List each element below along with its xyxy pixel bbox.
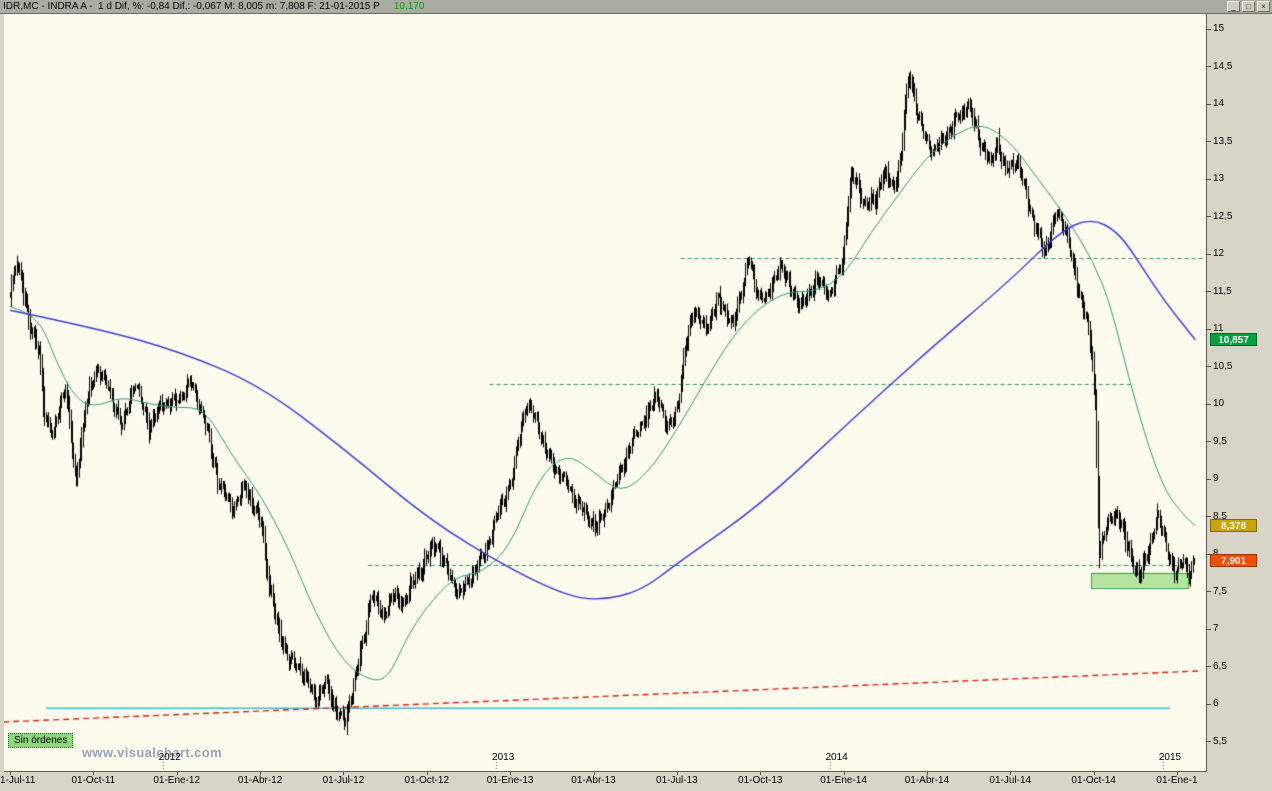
time-tick-label: 01-Jul-12 [322, 775, 365, 786]
watermark: www.visualchart.com [82, 745, 223, 760]
price-tick-mark [1207, 553, 1211, 555]
maximize-icon: □ [1246, 2, 1251, 11]
price-tick-label: 12 [1213, 248, 1225, 259]
price-tick-mark [1207, 216, 1211, 217]
price-tick-label: 14,5 [1213, 60, 1233, 72]
price-tag: 7,901 [1210, 554, 1257, 568]
price-axis[interactable]: 1514,51413,51312,51211,51110,5109,598,58… [1207, 14, 1272, 771]
time-tick-mark [93, 772, 94, 775]
price-tick-label: 9 [1213, 473, 1219, 484]
price-tick-label: 13 [1213, 173, 1225, 184]
time-tick-mark [1094, 772, 1095, 775]
maximize-button[interactable]: □ [1242, 1, 1255, 12]
time-tick-label: 1-Jul-11 [0, 775, 36, 786]
time-tick-mark [10, 772, 11, 775]
time-tick-label: 01-Abr-12 [237, 775, 283, 786]
price-tick-mark [1207, 703, 1211, 705]
price-tick-label: 6 [1213, 698, 1219, 709]
time-tick-mark [760, 772, 761, 775]
price-tick-mark [1207, 591, 1211, 592]
time-tick-label: 01-Oct-13 [737, 775, 783, 786]
orders-status-label: Sin órdenes [8, 733, 74, 748]
time-tick-label: 01-Jul-13 [656, 775, 698, 786]
price-tick-label: 9,5 [1213, 435, 1227, 447]
chart-title: IDR,MC - INDRA A - 1 d Dif, %: -0,84 Dif… [3, 1, 380, 12]
time-tick-mark [177, 772, 178, 775]
price-tick-mark [1207, 178, 1211, 180]
price-tick-mark [1207, 141, 1211, 142]
time-tick-label: 01-Oct-12 [404, 775, 450, 786]
price-tick-mark [1207, 253, 1211, 255]
price-tick-mark [1207, 666, 1211, 667]
price-tick-label: 6,5 [1213, 660, 1227, 672]
time-tick-mark [510, 772, 511, 775]
time-tick-label: 01-Jul-14 [989, 775, 1032, 786]
chart-title-bar[interactable]: IDR,MC - INDRA A - 1 d Dif, %: -0,84 Dif… [0, 0, 1272, 14]
price-tick-label: 13,5 [1213, 135, 1233, 147]
year-label: 2014 [825, 752, 848, 763]
close-button[interactable]: × [1257, 1, 1270, 12]
price-tick-mark [1207, 741, 1211, 742]
time-tick-label: 01-Ene-13 [486, 775, 534, 786]
price-tick-mark [1207, 403, 1211, 405]
price-tick-label: 11,5 [1213, 285, 1232, 297]
year-label: 2013 [492, 752, 515, 763]
price-tick-mark [1207, 441, 1211, 442]
price-tick-label: 7 [1213, 623, 1219, 634]
time-axis[interactable]: 1-Jul-11 01-Oct-11 01-Ene-12 01-Abr-12 01-Ju… [0, 772, 1199, 791]
price-tick-mark [1207, 516, 1211, 517]
price-tick-label: 14 [1213, 98, 1225, 109]
price-tick-label: 5,5 [1213, 735, 1227, 747]
price-tick-mark [1207, 28, 1211, 30]
price-tick-label: 8,5 [1213, 510, 1227, 522]
close-icon: × [1261, 2, 1266, 11]
price-tick-mark [1207, 478, 1211, 480]
time-tick-label: 01-Ene-12 [153, 775, 201, 786]
year-label: 2012 [158, 752, 181, 763]
price-tick-mark [1207, 103, 1211, 105]
price-tick-label: 10 [1213, 398, 1225, 409]
time-tick-label: 01-Oct-11 [71, 775, 116, 786]
last-session-price: 10,170 [393, 1, 425, 12]
time-tick-label: 01-Abr-14 [904, 775, 950, 786]
time-tick-label: 01-Abr-13 [571, 775, 616, 786]
price-tick-label: 8 [1213, 548, 1219, 560]
time-tick-mark [844, 772, 845, 775]
time-tick-label: 01-Ene-14 [820, 775, 867, 786]
price-tick-label: 15 [1213, 23, 1225, 34]
time-tick-mark [260, 772, 261, 775]
price-tick-label: 10,5 [1213, 360, 1233, 372]
year-label: 2015 [1158, 752, 1182, 763]
time-tick-mark [927, 772, 928, 775]
time-tick-label: 01-Ene-1 [1156, 775, 1198, 786]
price-tick-label: 7,5 [1213, 585, 1227, 597]
time-tick-mark [427, 772, 428, 775]
time-tick-mark [677, 772, 678, 775]
price-tick-mark [1207, 291, 1211, 292]
price-tick-label: 11 [1213, 323, 1224, 334]
time-tick-mark [1010, 772, 1011, 775]
time-tick-mark [343, 772, 344, 775]
price-tick-label: 12,5 [1213, 210, 1233, 222]
price-tick-mark [1207, 366, 1211, 367]
minimize-icon: _ [1231, 2, 1236, 11]
price-tag: 8,378 [1210, 518, 1257, 532]
chart-plot-area: Sin órdenes www.visualchart.com 2012 2013… [4, 14, 1207, 772]
price-chart-canvas[interactable] [4, 14, 1206, 771]
window-controls: _ □ × [1227, 1, 1270, 12]
time-tick-mark [1177, 772, 1178, 775]
price-tag: 10,857 [1210, 332, 1257, 346]
price-tick-mark [1207, 66, 1211, 67]
minimize-button[interactable]: _ [1227, 1, 1240, 12]
price-tick-mark [1207, 328, 1211, 330]
time-tick-mark [594, 772, 595, 775]
time-tick-label: 01-Oct-14 [1071, 775, 1116, 786]
price-tick-mark [1207, 628, 1211, 630]
